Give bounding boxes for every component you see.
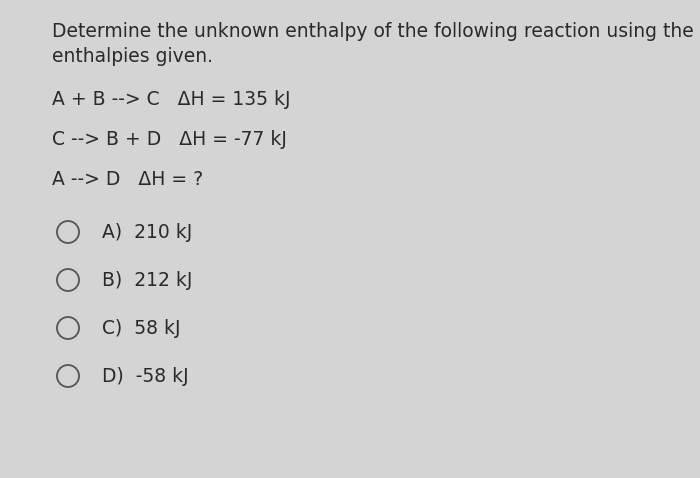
Text: A)  210 kJ: A) 210 kJ — [102, 222, 192, 241]
Text: A --> D   ΔH = ?: A --> D ΔH = ? — [52, 170, 203, 189]
Text: C)  58 kJ: C) 58 kJ — [102, 318, 181, 337]
Text: D)  -58 kJ: D) -58 kJ — [102, 367, 188, 385]
Text: B)  212 kJ: B) 212 kJ — [102, 271, 192, 290]
Text: C --> B + D   ΔH = -77 kJ: C --> B + D ΔH = -77 kJ — [52, 130, 287, 149]
Text: Determine the unknown enthalpy of the following reaction using the reaction: Determine the unknown enthalpy of the fo… — [52, 22, 700, 41]
Text: A + B --> C   ΔH = 135 kJ: A + B --> C ΔH = 135 kJ — [52, 90, 290, 109]
Text: enthalpies given.: enthalpies given. — [52, 47, 213, 66]
